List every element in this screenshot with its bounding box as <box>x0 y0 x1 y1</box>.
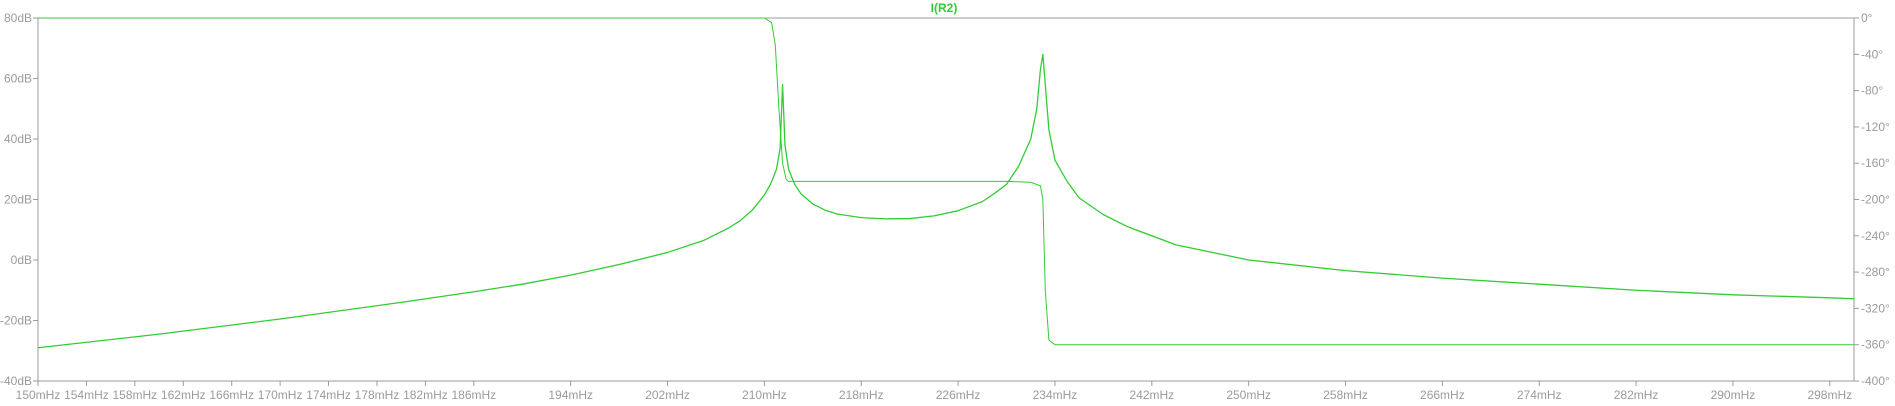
x-tick-label: 166mHz <box>209 388 254 402</box>
left-axis-ticks: 80dB 60dB 40dB 20dB 0dB -20dB -40dB <box>0 11 38 388</box>
right-tick-label: -200° <box>1861 193 1890 207</box>
trace-layer <box>37 17 1855 349</box>
right-tick-label: -400° <box>1861 374 1890 388</box>
x-axis-ticks: 150mHz 154mHz 158mHz 162mHz 166mHz 170mHz 174m… <box>16 381 1852 402</box>
right-tick-label: -80° <box>1861 84 1883 98</box>
right-axis-ticks: 0° -40° -80° -120° -160° -200° -240° -280° -320°… <box>1854 11 1890 388</box>
x-tick-label: 202mHz <box>645 388 690 402</box>
x-tick-label: 210mHz <box>742 388 787 402</box>
x-tick-label: 162mHz <box>161 388 206 402</box>
right-tick-label: -240° <box>1861 229 1890 243</box>
right-tick-label: -160° <box>1861 156 1890 170</box>
left-tick-label: 20dB <box>4 193 32 207</box>
x-tick-label: 178mHz <box>355 388 400 402</box>
x-tick-label: 182mHz <box>403 388 448 402</box>
x-tick-label: 234mHz <box>1033 388 1078 402</box>
x-tick-label: 226mHz <box>936 388 981 402</box>
x-tick-label: 274mHz <box>1517 388 1562 402</box>
left-tick-label: -20dB <box>0 314 32 328</box>
x-tick-label: 174mHz <box>306 388 351 402</box>
right-tick-label: -40° <box>1861 47 1883 61</box>
right-tick-label: -280° <box>1861 265 1890 279</box>
x-tick-label: 150mHz <box>16 388 61 402</box>
x-tick-label: 250mHz <box>1226 388 1271 402</box>
magnitude-trace-line <box>37 53 1855 349</box>
x-tick-label: 170mHz <box>258 388 303 402</box>
x-tick-label: 282mHz <box>1614 388 1659 402</box>
x-tick-label: 218mHz <box>839 388 884 402</box>
right-tick-label: 0° <box>1861 11 1873 25</box>
x-tick-label: 194mHz <box>548 388 593 402</box>
x-tick-label: 242mHz <box>1129 388 1174 402</box>
right-tick-label: -360° <box>1861 338 1890 352</box>
left-tick-label: -40dB <box>0 374 32 388</box>
x-tick-label: 266mHz <box>1420 388 1465 402</box>
left-tick-label: 80dB <box>4 11 32 25</box>
left-tick-label: 40dB <box>4 132 32 146</box>
left-tick-label: 60dB <box>4 72 32 86</box>
phase-trace-line <box>38 17 1854 346</box>
right-tick-label: -120° <box>1861 120 1890 134</box>
right-tick-label: -320° <box>1861 301 1890 315</box>
trace-label[interactable]: I(R2) <box>931 1 958 15</box>
left-tick-label: 0dB <box>11 253 32 267</box>
x-tick-label: 298mHz <box>1807 388 1852 402</box>
x-tick-label: 154mHz <box>64 388 109 402</box>
x-tick-label: 186mHz <box>451 388 496 402</box>
x-tick-label: 258mHz <box>1323 388 1368 402</box>
x-tick-label: 290mHz <box>1711 388 1756 402</box>
x-tick-label: 158mHz <box>113 388 158 402</box>
